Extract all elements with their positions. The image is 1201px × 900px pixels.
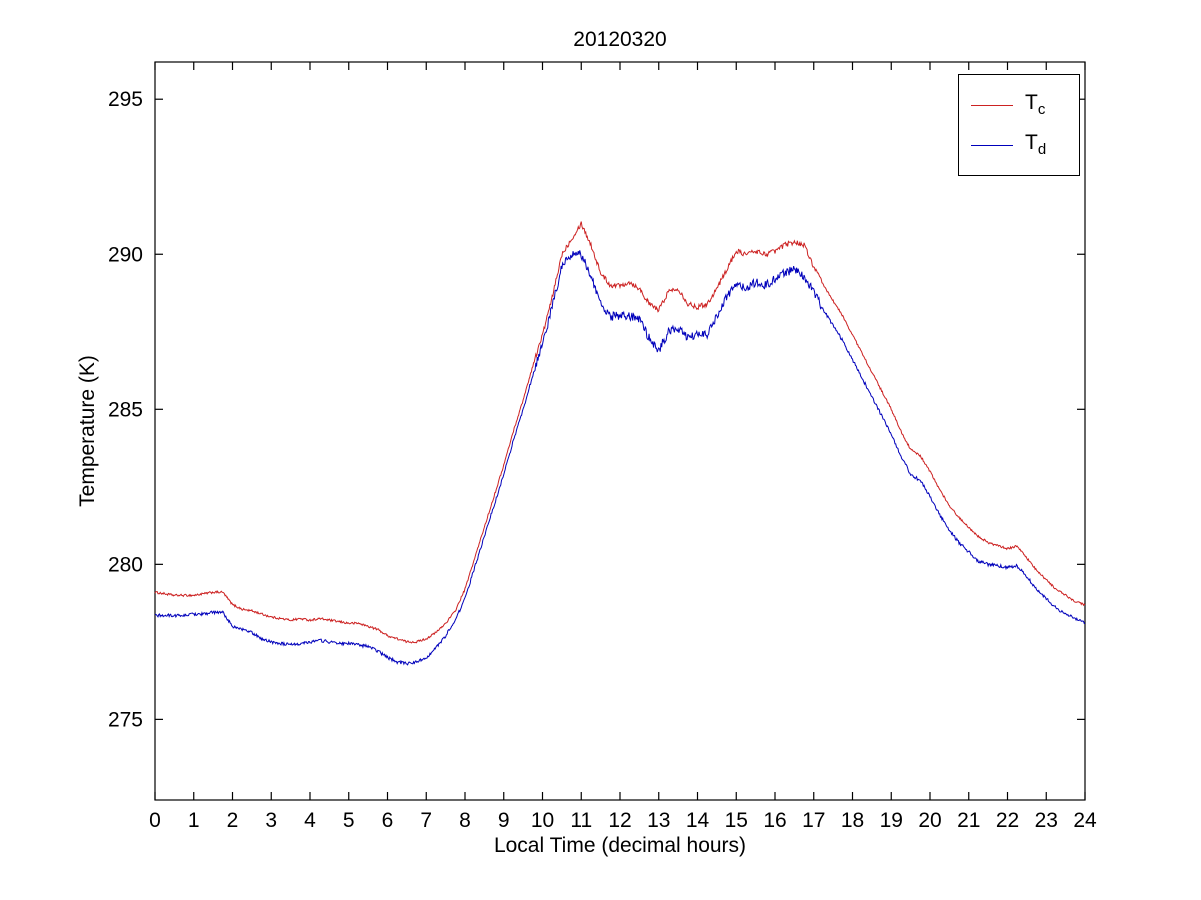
svg-text:24: 24: [1073, 809, 1097, 832]
legend-label-tc-sub: c: [1037, 101, 1046, 119]
svg-text:18: 18: [841, 809, 864, 832]
svg-text:13: 13: [647, 809, 670, 832]
legend-label-td: Td: [1025, 131, 1046, 158]
series-line-tc: [154, 221, 1086, 644]
svg-text:8: 8: [459, 809, 471, 832]
legend: Tc Td: [958, 74, 1080, 176]
svg-text:1: 1: [188, 809, 200, 832]
svg-text:10: 10: [531, 809, 554, 832]
svg-text:16: 16: [763, 809, 786, 832]
svg-text:15: 15: [725, 809, 748, 832]
x-axis-label: Local Time (decimal hours): [493, 834, 747, 857]
legend-label-tc: Tc: [1025, 91, 1045, 118]
svg-text:290: 290: [108, 243, 143, 266]
legend-line-sample-tc: [971, 104, 1013, 106]
svg-text:5: 5: [343, 809, 355, 832]
chart-title: 20120320: [573, 28, 667, 51]
svg-text:22: 22: [996, 809, 1019, 832]
legend-line-sample-td: [971, 144, 1013, 146]
svg-text:20: 20: [918, 809, 941, 832]
svg-text:11: 11: [570, 809, 592, 832]
svg-text:23: 23: [1035, 809, 1058, 832]
svg-text:4: 4: [304, 809, 316, 832]
svg-text:17: 17: [802, 809, 825, 832]
svg-text:12: 12: [608, 809, 631, 832]
svg-text:7: 7: [420, 809, 432, 832]
legend-entry-td: Td: [959, 125, 1079, 165]
legend-label-td-main: T: [1025, 131, 1038, 155]
svg-text:14: 14: [686, 809, 710, 832]
svg-text:3: 3: [265, 809, 277, 832]
svg-text:21: 21: [957, 809, 980, 832]
svg-text:295: 295: [108, 88, 143, 111]
svg-text:9: 9: [498, 809, 510, 832]
svg-text:6: 6: [382, 809, 394, 832]
legend-label-tc-main: T: [1025, 91, 1038, 115]
legend-entry-tc: Tc: [959, 85, 1079, 125]
legend-label-td-sub: d: [1037, 141, 1047, 159]
svg-text:275: 275: [108, 708, 143, 731]
series-line-td: [154, 250, 1086, 666]
svg-text:19: 19: [880, 809, 903, 832]
svg-text:0: 0: [149, 809, 161, 832]
svg-text:280: 280: [108, 553, 143, 576]
svg-text:2: 2: [227, 809, 239, 832]
y-axis-label: Temperature (K): [76, 355, 99, 507]
svg-text:285: 285: [108, 398, 143, 421]
